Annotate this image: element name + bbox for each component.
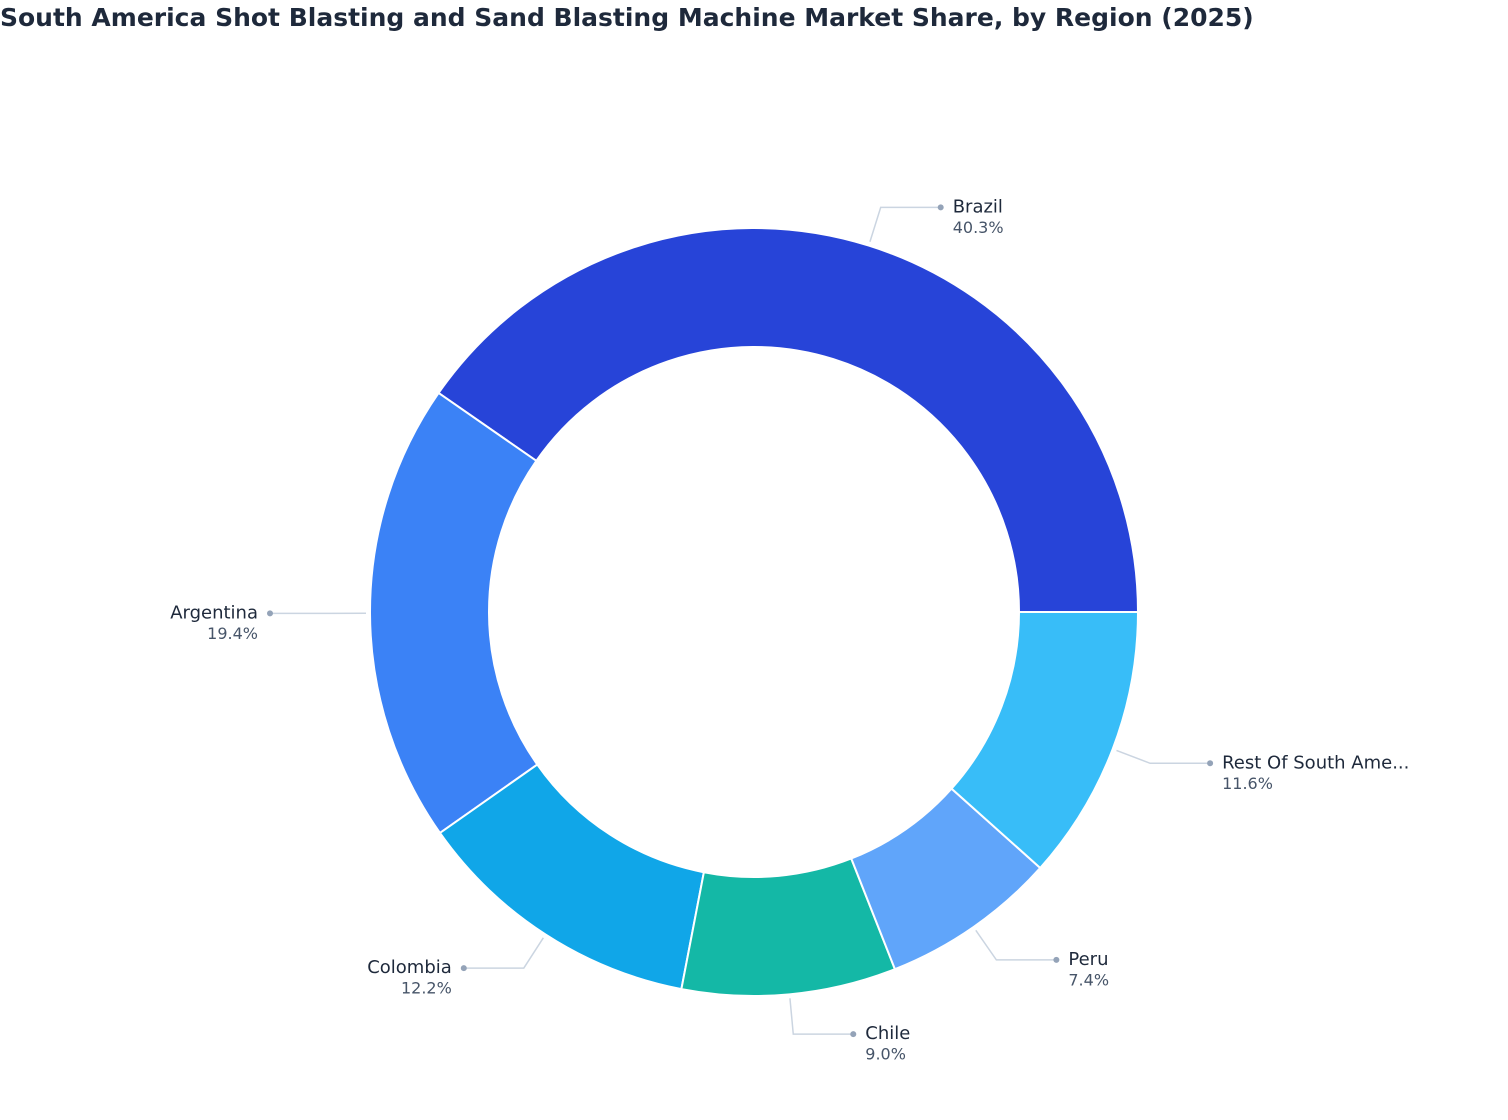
leader-line — [1116, 749, 1211, 765]
leader-line — [869, 206, 941, 242]
leader-dot — [937, 204, 944, 211]
leader-dot — [460, 965, 467, 972]
leader-line — [463, 937, 544, 969]
donut-segment — [369, 391, 539, 835]
leader-line — [789, 998, 854, 1035]
leader-dot — [850, 1031, 857, 1038]
slice-label: Argentina — [170, 602, 258, 623]
slice-value: 11.6% — [1222, 774, 1273, 793]
slice-label: Rest Of South Ame... — [1222, 752, 1409, 773]
leader-dot — [267, 610, 274, 617]
donut-segment — [950, 611, 1140, 870]
slice-value: 12.2% — [401, 979, 452, 998]
slice-value: 40.3% — [953, 218, 1004, 237]
slice-label: Brazil — [953, 196, 1003, 217]
slice-label: Colombia — [367, 957, 452, 978]
chart-title: South America Shot Blasting and Sand Bla… — [0, 3, 1254, 32]
slice-value: 7.4% — [1068, 970, 1109, 989]
leader-line — [975, 929, 1057, 961]
donut-segment — [437, 227, 1140, 613]
slice-value: 9.0% — [865, 1045, 906, 1064]
slice-value: 19.4% — [207, 624, 258, 643]
slice-label: Peru — [1068, 949, 1108, 970]
leader-dot — [1207, 760, 1214, 767]
slice-label: Chile — [865, 1023, 910, 1044]
leader-dot — [1053, 956, 1060, 963]
